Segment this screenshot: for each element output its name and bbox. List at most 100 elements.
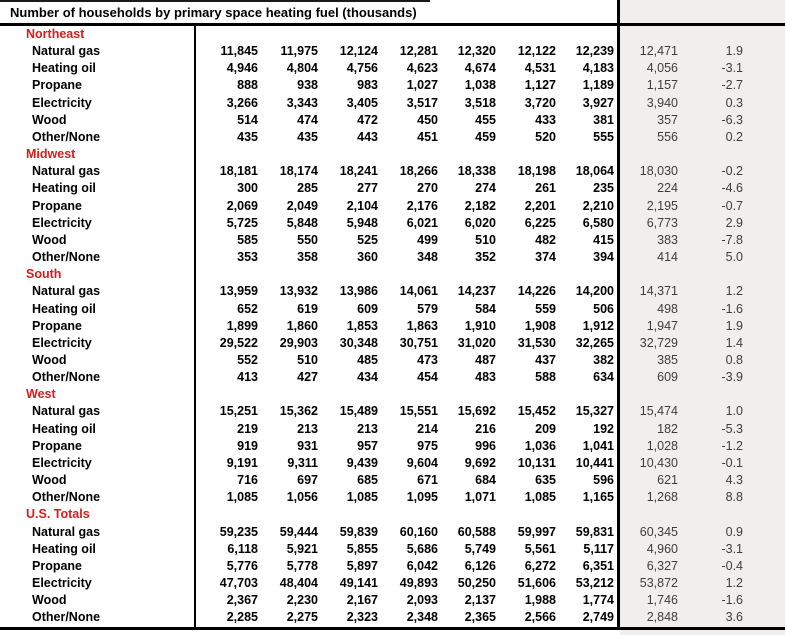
value-cell: 213 [357, 421, 378, 436]
value-cell: 596 [593, 473, 614, 488]
value-cell: 588 [535, 370, 556, 385]
value-cell: 983 [357, 78, 378, 93]
value-cell: 684 [475, 473, 496, 488]
value-cell: 50,250 [457, 576, 496, 590]
fuel-row: Other/None 413 427 434 454 483 588 634 609 -3.9 [0, 369, 785, 386]
latest-value-cell: 3,940 [646, 95, 678, 110]
value-cell: 381 [593, 112, 614, 127]
value-cell: 635 [535, 473, 556, 488]
value-cell: 525 [357, 232, 378, 247]
value-cell: 1,860 [286, 318, 318, 333]
value-cell: 49,141 [339, 576, 378, 590]
latest-value-cell: 12,471 [639, 44, 678, 59]
fuel-row: Natural gas 11,845 11,975 12,124 12,281 12,32… [0, 43, 785, 60]
fuel-row: Electricity 29,522 29,903 30,348 30,751 31,02… [0, 335, 785, 352]
value-cell: 14,226 [517, 284, 556, 299]
value-cell: 5,686 [406, 541, 438, 556]
value-cell: 2,230 [286, 593, 318, 608]
fuel-row: Wood 552 510 485 473 487 437 382 385 0.8 [0, 352, 785, 369]
value-cell: 550 [297, 232, 318, 247]
value-cell: 15,251 [219, 404, 258, 419]
latest-value-cell: 357 [657, 112, 678, 127]
value-cell: 996 [475, 438, 496, 453]
value-cell: 12,124 [339, 44, 378, 59]
value-cell: 2,201 [524, 198, 556, 213]
value-cell: 609 [357, 301, 378, 316]
pct-change-cell: -1.6 [721, 593, 743, 608]
value-cell: 300 [237, 181, 258, 196]
value-cell: 6,118 [227, 541, 258, 556]
value-cell: 634 [593, 370, 614, 385]
fuel-label: Heating oil [32, 421, 96, 436]
value-cell: 49,893 [399, 576, 438, 590]
value-cell: 5,117 [583, 541, 614, 556]
fuel-row: Wood 585 550 525 499 510 482 415 383 -7.8 [0, 232, 785, 249]
value-cell: 213 [297, 421, 318, 436]
value-cell: 14,200 [575, 284, 614, 299]
value-cell: 506 [593, 301, 614, 316]
pct-change-cell: -3.9 [721, 370, 743, 385]
footer-rule [0, 627, 785, 630]
fuel-label: Heating oil [32, 541, 96, 556]
value-cell: 2,176 [406, 198, 438, 213]
value-cell: 9,604 [406, 455, 438, 470]
value-cell: 555 [593, 129, 614, 144]
fuel-label: Natural gas [32, 404, 101, 419]
fuel-row: Electricity 5,725 5,848 5,948 6,021 6,020 6,22… [0, 215, 785, 232]
fuel-label: Electricity [32, 335, 92, 350]
value-cell: 697 [297, 473, 318, 488]
pct-change-cell: -0.1 [721, 455, 743, 470]
value-cell: 919 [237, 438, 258, 453]
value-cell: 6,126 [464, 558, 496, 573]
value-cell: 18,064 [575, 164, 614, 179]
latest-value-cell: 621 [657, 473, 678, 488]
value-cell: 1,189 [582, 78, 614, 93]
value-cell: 1,912 [582, 318, 614, 333]
pct-change-cell: -3.1 [721, 541, 743, 556]
latest-value-cell: 53,872 [639, 576, 678, 590]
pct-change-cell: -0.4 [721, 558, 743, 573]
value-cell: 353 [237, 250, 258, 265]
latest-value-cell: 1,028 [646, 438, 678, 453]
value-cell: 12,281 [399, 44, 438, 59]
value-cell: 9,692 [464, 455, 496, 470]
value-cell: 455 [475, 112, 496, 127]
fuel-label: Natural gas [32, 524, 101, 539]
pct-change-cell: 1.2 [725, 576, 743, 590]
pct-change-cell: -7.8 [721, 232, 743, 247]
value-cell: 15,327 [575, 404, 614, 419]
value-cell: 6,021 [406, 215, 438, 230]
value-cell: 3,518 [464, 95, 496, 110]
value-cell: 2,285 [226, 610, 258, 625]
value-cell: 11,845 [220, 44, 258, 59]
value-cell: 1,041 [582, 438, 614, 453]
value-cell: 3,720 [524, 95, 556, 110]
value-cell: 443 [357, 129, 378, 144]
value-cell: 1,027 [406, 78, 438, 93]
value-cell: 60,160 [399, 524, 438, 539]
value-cell: 3,405 [346, 95, 378, 110]
value-cell: 1,910 [464, 318, 496, 333]
value-cell: 427 [297, 370, 318, 385]
value-cell: 4,183 [582, 61, 614, 76]
value-cell: 685 [357, 473, 378, 488]
latest-value-cell: 60,345 [639, 524, 678, 539]
value-cell: 888 [237, 78, 258, 93]
value-cell: 552 [237, 352, 258, 367]
value-cell: 652 [237, 301, 258, 316]
label-column-divider [194, 26, 196, 627]
latest-value-cell: 4,960 [646, 541, 678, 556]
pct-change-cell: 3.6 [725, 610, 743, 625]
value-cell: 209 [535, 421, 556, 436]
value-cell: 938 [297, 78, 318, 93]
value-cell: 285 [297, 181, 318, 196]
pct-change-cell: 2.9 [725, 215, 743, 230]
value-cell: 619 [297, 301, 318, 316]
value-cell: 559 [535, 301, 556, 316]
region-header-row: West [0, 386, 785, 403]
value-cell: 31,020 [457, 335, 496, 350]
value-cell: 459 [475, 129, 496, 144]
value-cell: 2,367 [226, 593, 258, 608]
latest-value-cell: 18,030 [639, 164, 678, 179]
fuel-label: Wood [32, 593, 67, 608]
